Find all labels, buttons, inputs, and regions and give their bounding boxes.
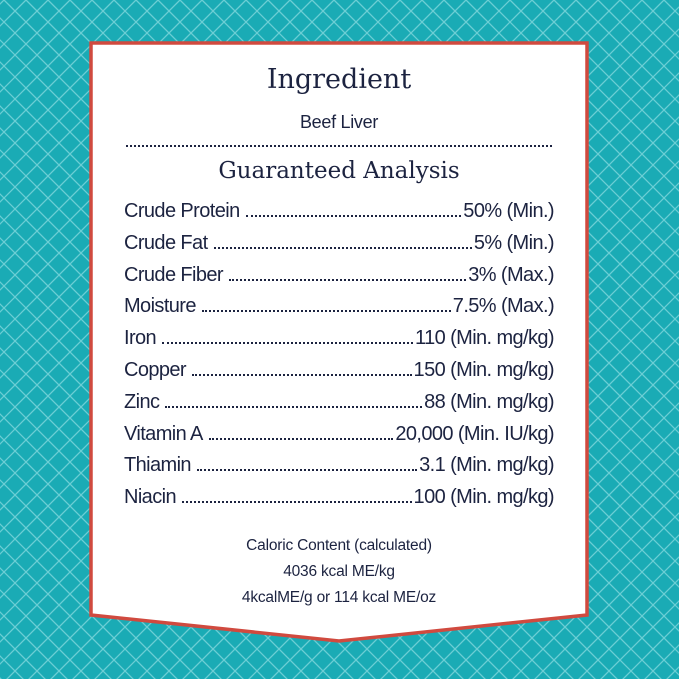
- dotted-divider: [126, 145, 552, 147]
- dot-leader: [192, 374, 412, 376]
- nutrient-value: 110 (Min. mg/kg): [415, 327, 555, 350]
- analysis-row: Iron 110 (Min. mg/kg): [124, 327, 555, 350]
- dot-leader: [165, 405, 423, 408]
- nutrient-label: Crude Fiber: [124, 263, 224, 286]
- ingredient-value: Beef Liver: [299, 112, 379, 132]
- caloric-heading: Caloric Content (calculated): [246, 537, 432, 554]
- guaranteed-analysis-heading: Guaranteed Analysis: [218, 158, 460, 184]
- nutrient-label: Niacin: [124, 486, 177, 509]
- dot-leader: [245, 215, 462, 217]
- nutrient-value: 5% (Min.): [473, 231, 555, 254]
- nutrient-value: 3% (Max.): [468, 263, 554, 286]
- dot-leader: [162, 342, 414, 345]
- analysis-row: Crude Fiber 3% (Max.): [124, 263, 555, 287]
- nutrient-value: 20,000 (Min. IU/kg): [395, 422, 554, 445]
- caloric-line-2: 4kcalME/g or 114 kcal ME/oz: [241, 589, 437, 606]
- analysis-row: Moisture 7.5% (Max.): [124, 295, 555, 318]
- analysis-row: Zinc 88 (Min. mg/kg): [124, 390, 555, 414]
- nutrient-label: Vitamin A: [124, 422, 203, 445]
- nutrient-value: 100 (Min. mg/kg): [413, 486, 555, 509]
- analysis-row: Niacin 100 (Min. mg/kg): [124, 486, 555, 509]
- nutrient-label: Thiamin: [124, 454, 192, 477]
- analysis-row: Copper 150 (Min. mg/kg): [124, 359, 555, 382]
- analysis-row: Thiamin 3.1 (Min. mg/kg): [124, 454, 555, 477]
- dot-leader: [229, 278, 467, 281]
- dot-leader: [201, 310, 451, 313]
- analysis-row: Vitamin A 20,000 (Min. IU/kg): [124, 422, 555, 446]
- label-panel: [89, 41, 589, 643]
- nutrient-label: Moisture: [124, 295, 196, 318]
- nutrient-value: 88 (Min. mg/kg): [424, 390, 555, 413]
- analysis-row: Crude Fat 5% (Min.): [124, 231, 555, 255]
- nutrient-value: 150 (Min. mg/kg): [413, 359, 555, 381]
- ingredient-heading: Ingredient: [266, 64, 412, 95]
- nutrient-value: 50% (Min.): [463, 200, 554, 222]
- dot-leader: [213, 246, 472, 249]
- nutrient-value: 3.1 (Min. mg/kg): [419, 454, 554, 477]
- nutrient-label: Copper: [124, 359, 187, 381]
- nutrient-label: Crude Fat: [124, 231, 208, 254]
- nutrient-value: 7.5% (Max.): [452, 295, 555, 318]
- nutrient-label: Zinc: [124, 390, 160, 413]
- dot-leader: [196, 469, 418, 472]
- nutrient-label: Crude Protein: [124, 200, 240, 222]
- dot-leader: [181, 501, 412, 504]
- caloric-line-1: 4036 kcal ME/kg: [283, 563, 395, 580]
- nutrient-label: Iron: [124, 327, 157, 350]
- analysis-row: Crude Protein 50% (Min.): [124, 200, 555, 223]
- dot-leader: [208, 437, 394, 440]
